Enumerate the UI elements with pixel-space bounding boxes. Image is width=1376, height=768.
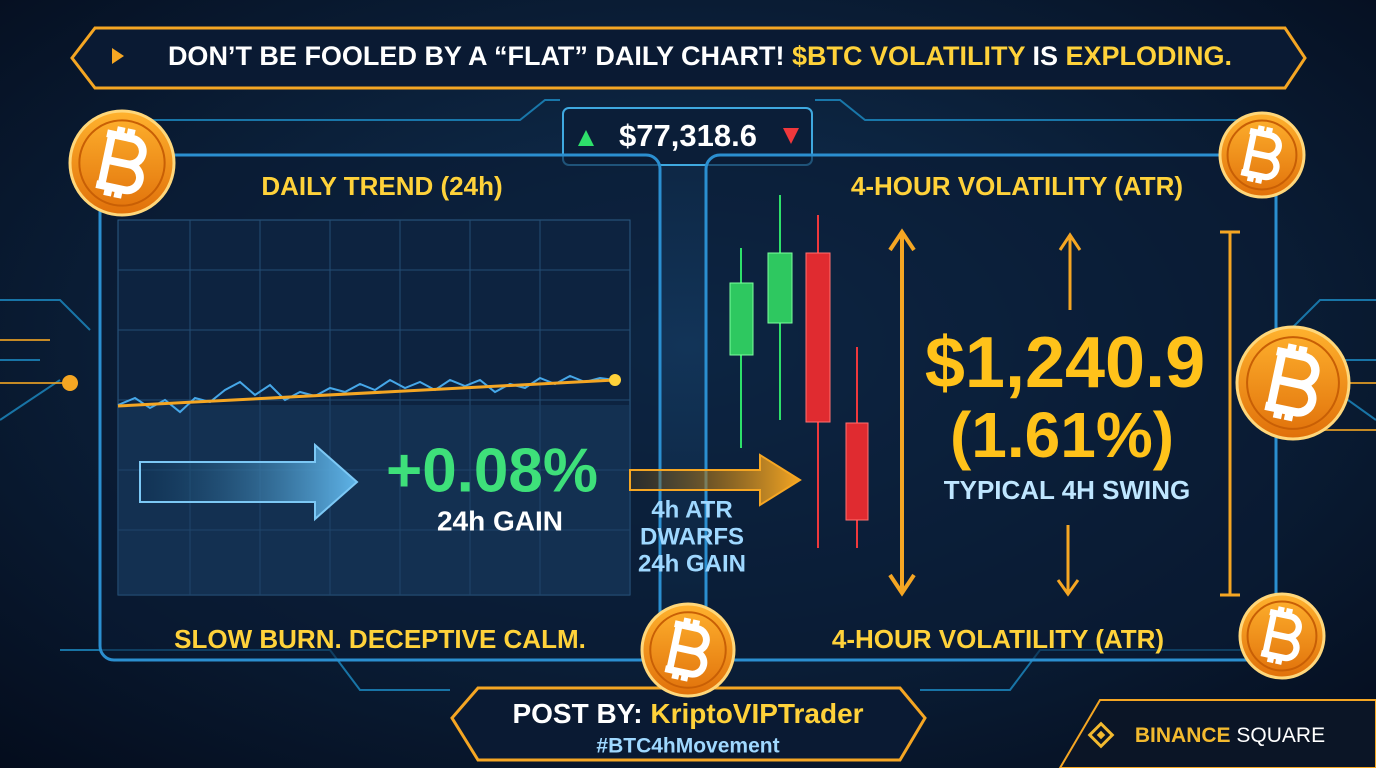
brand: BINANCE SQUARE bbox=[1135, 724, 1325, 747]
author: KriptoVIPTrader bbox=[650, 698, 863, 729]
trend-end bbox=[609, 374, 621, 386]
hashtag: #BTC4hMovement bbox=[596, 735, 779, 758]
atr-percent: (1.61%) bbox=[950, 399, 1174, 471]
brand-box bbox=[1058, 699, 1376, 768]
coin-rim bbox=[649, 611, 727, 689]
gain-label: 24h GAIN bbox=[437, 505, 563, 536]
bitcoin-coin bbox=[640, 602, 736, 698]
bitcoin-coin bbox=[1235, 325, 1351, 441]
headline-box bbox=[70, 26, 1307, 90]
arrow bbox=[629, 453, 802, 507]
play-icon bbox=[112, 48, 124, 64]
coin-symbol bbox=[95, 126, 147, 199]
coin-symbol bbox=[1264, 343, 1320, 422]
headline-part: IS bbox=[1033, 41, 1059, 71]
arrow bbox=[139, 442, 359, 522]
middle-text: 24h GAIN bbox=[638, 550, 746, 577]
footer-box bbox=[450, 686, 927, 762]
node bbox=[62, 375, 78, 391]
panel-title: DAILY TREND (24h) bbox=[261, 171, 502, 201]
headline-part: $BTC VOLATILITY bbox=[792, 41, 1025, 71]
coin-rim bbox=[78, 119, 166, 207]
middle-text: DWARFS bbox=[640, 523, 744, 550]
post-by-label: POST BY: bbox=[512, 698, 642, 729]
headline-part: DON’T BE FOOLED BY A “FLAT” DAILY CHART! bbox=[168, 41, 785, 71]
atr-caption: TYPICAL 4H SWING bbox=[944, 475, 1191, 505]
candles bbox=[729, 195, 869, 548]
panel-footer: SLOW BURN. DECEPTIVE CALM. bbox=[174, 624, 586, 654]
down-icon bbox=[783, 128, 799, 144]
panel-footer: 4-HOUR VOLATILITY (ATR) bbox=[832, 624, 1164, 654]
brand-part: SQUARE bbox=[1236, 724, 1325, 747]
trend-line bbox=[117, 378, 616, 408]
coin-rim bbox=[1226, 119, 1298, 191]
bitcoin-coin bbox=[68, 109, 176, 217]
atr-value: $1,240.9 bbox=[925, 323, 1205, 403]
coin-symbol bbox=[664, 617, 710, 682]
range-arrows bbox=[888, 228, 1240, 597]
headline-part: EXPLODING. bbox=[1066, 41, 1233, 71]
middle-text: 4h ATR bbox=[651, 496, 732, 523]
up-icon bbox=[578, 130, 594, 146]
brand-part: BINANCE bbox=[1135, 724, 1231, 747]
panel-title: 4-HOUR VOLATILITY (ATR) bbox=[851, 171, 1183, 201]
post-by: POST BY: KriptoVIPTrader bbox=[512, 698, 863, 729]
coin-rim bbox=[1246, 336, 1340, 430]
bitcoin-coin bbox=[1238, 592, 1326, 680]
coin-symbol bbox=[1260, 606, 1302, 665]
coins bbox=[68, 109, 1351, 698]
coin-symbol bbox=[1240, 125, 1282, 184]
headline: DON’T BE FOOLED BY A “FLAT” DAILY CHART!… bbox=[168, 41, 1232, 71]
price-box bbox=[562, 107, 813, 166]
gain-value: +0.08% bbox=[386, 436, 598, 505]
coin-rim bbox=[1246, 600, 1318, 672]
bitcoin-coin bbox=[1218, 111, 1306, 199]
price: $77,318.6 bbox=[619, 118, 757, 153]
